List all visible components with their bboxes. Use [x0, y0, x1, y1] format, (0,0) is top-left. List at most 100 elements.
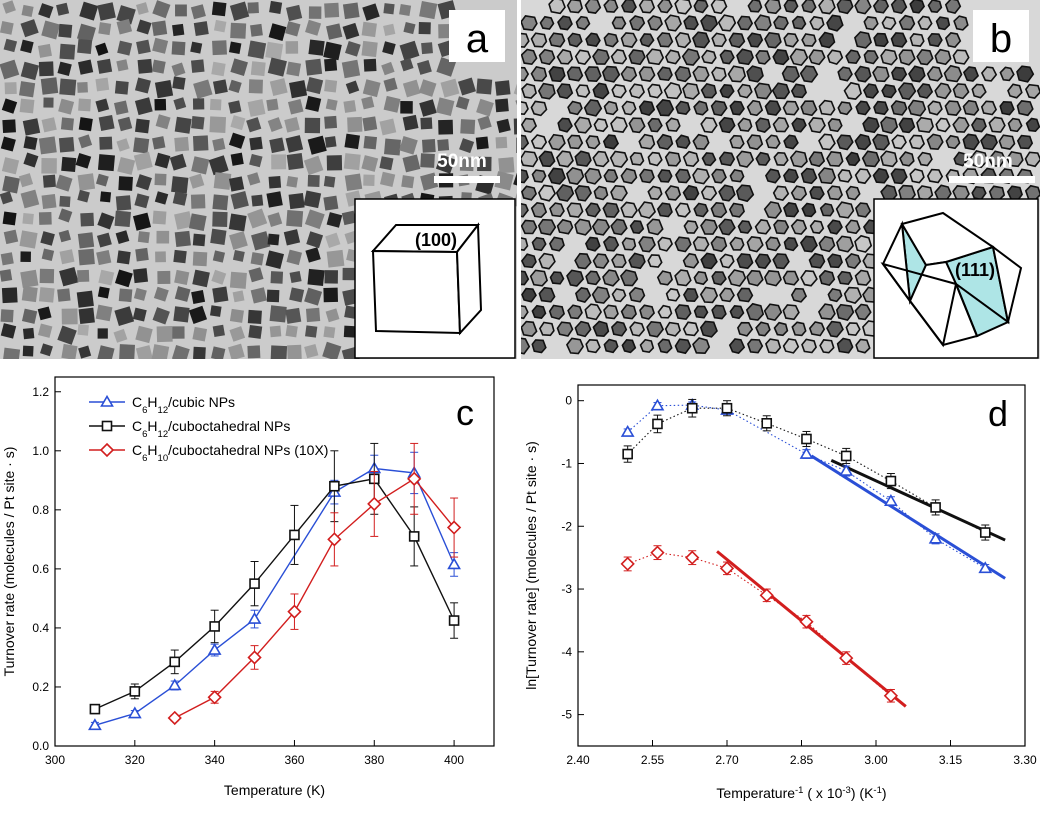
nanocube: [156, 231, 169, 244]
nanoparticle: [684, 322, 698, 335]
nanocube: [267, 290, 280, 303]
nanoparticle: [522, 50, 537, 65]
nanocube: [61, 157, 76, 172]
nanocube: [191, 290, 205, 304]
data-point: [981, 528, 990, 537]
nanocube: [383, 3, 394, 14]
y-axis-label: Turnover rate (molecules / Pt site · s): [1, 447, 17, 677]
nanoparticle: [533, 170, 546, 182]
nanocube: [3, 211, 17, 225]
nanoparticle: [684, 16, 698, 29]
nanocube: [22, 213, 33, 224]
nanocube: [266, 191, 282, 207]
data-point: [653, 419, 662, 428]
nanocube: [210, 229, 226, 245]
nanocube: [40, 269, 55, 284]
legend-label: C6H12/cuboctahedral NPs: [132, 418, 290, 440]
data-point: [622, 558, 634, 570]
nanoparticle: [522, 186, 536, 200]
nanoparticle: [929, 0, 942, 12]
series-line: [95, 469, 454, 726]
nanoparticle: [910, 169, 924, 182]
x-tick-label: 2.85: [790, 753, 814, 767]
x-tick-label: 340: [205, 753, 225, 767]
nanocube: [192, 270, 210, 288]
nanoparticle: [838, 339, 853, 353]
nanocube: [95, 78, 109, 92]
nanocube: [248, 310, 262, 324]
nanocube: [77, 324, 88, 335]
x-tick-label: 300: [45, 753, 65, 767]
nanocube: [229, 214, 247, 232]
nanoparticle: [793, 17, 806, 29]
nanoparticle: [783, 67, 800, 82]
nanoparticle: [792, 84, 806, 97]
nanoparticle: [550, 33, 565, 47]
nanoparticle: [946, 136, 959, 149]
nanoparticle: [586, 136, 599, 149]
y-tick-label: -3: [561, 582, 572, 596]
nanoparticle: [1027, 119, 1040, 132]
nanocube: [248, 325, 262, 339]
nanocube: [323, 288, 338, 303]
nanoparticle: [1018, 101, 1033, 115]
nanocube: [248, 40, 267, 59]
nanocube: [42, 194, 57, 209]
nanocube: [0, 21, 14, 35]
nanocube: [5, 82, 17, 94]
nanoparticle: [521, 152, 537, 167]
nanocube: [62, 308, 78, 324]
nanocube: [324, 58, 337, 71]
nanocube: [269, 1, 282, 14]
nanoparticle: [928, 170, 942, 183]
nanocube: [286, 62, 301, 77]
nanoparticle: [712, 68, 726, 81]
nanoparticle: [693, 67, 709, 81]
nanoparticle: [612, 322, 626, 336]
nanoparticle: [568, 67, 583, 81]
nanocube: [251, 252, 264, 265]
facet-inset: (111): [874, 199, 1038, 358]
nanocube: [516, 138, 517, 153]
data-point: [652, 400, 663, 410]
nanoparticle: [828, 254, 842, 267]
nanoparticle: [675, 270, 691, 285]
nanocube: [270, 326, 282, 338]
nanoparticle: [604, 34, 617, 47]
y-tick-label: 0: [565, 394, 572, 408]
nanocube: [135, 119, 150, 134]
nanoparticle: [522, 84, 536, 98]
nanocube: [193, 347, 206, 359]
nanocube: [304, 190, 322, 208]
x-tick-label: 2.70: [715, 753, 739, 767]
nanocube: [248, 2, 259, 13]
nanoparticle: [811, 221, 824, 233]
nanoparticle: [550, 306, 564, 320]
nanoparticle: [684, 152, 699, 167]
nanoparticle: [989, 117, 1005, 132]
nanocube: [191, 194, 206, 209]
nanocube: [78, 232, 94, 248]
nanoparticle: [928, 34, 942, 46]
nanocube: [58, 24, 72, 38]
nanoparticle: [935, 50, 950, 65]
nanocube: [193, 135, 209, 151]
y-tick-label: 1.0: [32, 444, 49, 458]
nanoparticle: [738, 288, 753, 301]
nanocube: [174, 137, 189, 152]
nanocube: [78, 98, 91, 111]
nanocube: [3, 348, 21, 359]
nanocube: [211, 62, 225, 76]
nanocube: [210, 305, 222, 317]
nanoparticle: [612, 254, 626, 267]
nanoparticle: [899, 118, 914, 132]
scale-bar-label: 50nm: [437, 151, 487, 172]
nanocube: [361, 41, 377, 57]
nanocube: [43, 97, 53, 107]
nanoparticle: [667, 289, 680, 301]
nanoparticle: [784, 203, 798, 217]
nanocube: [115, 211, 131, 227]
nanocube: [152, 21, 167, 36]
nanocube: [77, 270, 89, 282]
